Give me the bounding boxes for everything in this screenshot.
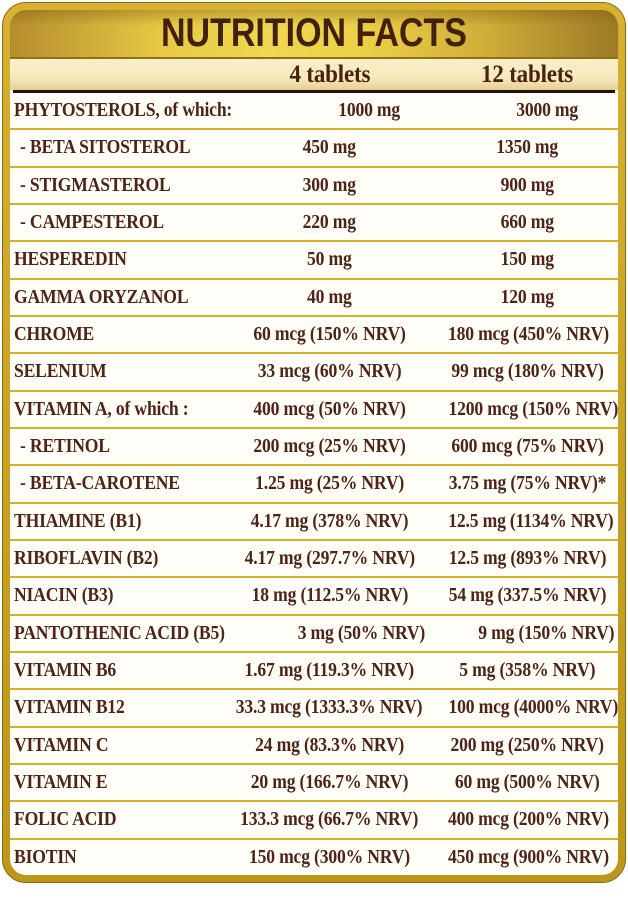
row-value-12tablets: 12.5 mg (1134% NRV) [448, 509, 614, 532]
nutrition-table-inner: NUTRITION FACTS 4 tablets 12 tablets PHY… [10, 10, 618, 875]
row-value-12tablets: 900 mg [500, 173, 555, 196]
table-row: THIAMINE (B1) 4.17 mg (378% NRV) 12.5 mg… [10, 504, 618, 541]
row-value-12tablets: 1350 mg [496, 136, 559, 159]
header-divider [13, 90, 615, 93]
row-label: PHYTOSTEROLS, of which: [14, 99, 233, 122]
row-value-4tablets: 33 mcg (60% NRV) [257, 360, 402, 383]
row-value-4tablets: 18 mg (112.5% NRV) [251, 584, 408, 607]
table-row: SELENIUM 33 mcg (60% NRV) 99 mcg (180% N… [10, 354, 618, 392]
rows: PHYTOSTEROLS, of which: 1000 mg 3000 mg … [10, 93, 618, 875]
row-label: VITAMIN C [14, 733, 109, 756]
row-value-12tablets: 600 mcg (75% NRV) [451, 435, 604, 458]
row-label: PANTOTHENIC ACID (B5) [14, 621, 225, 644]
row-label: - STIGMASTEROL [20, 173, 171, 196]
table-row: BIOTIN 150 mcg (300% NRV) 450 mcg (900% … [10, 840, 618, 875]
col-header-12tablets-label: 12 tablets [481, 60, 574, 88]
row-value-12tablets: 180 mcg (450% NRV) [447, 323, 609, 346]
row-value-12tablets: 200 mg (250% NRV) [450, 733, 605, 756]
row-value-12tablets: 60 mg (500% NRV) [455, 771, 600, 794]
table-row: VITAMIN B6 1.67 mg (119.3% NRV) 5 mg (35… [10, 653, 618, 691]
row-label: RIBOFLAVIN (B2) [14, 547, 159, 570]
row-value-4tablets: 40 mg [307, 285, 352, 308]
table-row: FOLIC ACID 133.3 mcg (66.7% NRV) 400 mcg… [10, 802, 618, 840]
row-label: - RETINOL [20, 435, 110, 458]
row-value-12tablets: 3.75 mg (75% NRV)* [448, 472, 607, 495]
row-value-12tablets: 450 mcg (900% NRV) [447, 845, 609, 868]
row-value-4tablets: 4.17 mg (297.7% NRV) [244, 547, 415, 570]
row-value-4tablets: 33.3 mcg (1333.3% NRV) [236, 696, 423, 719]
row-value-4tablets: 200 mcg (25% NRV) [253, 435, 406, 458]
row-value-4tablets: 60 mcg (150% NRV) [253, 323, 406, 346]
row-value-12tablets: 9 mg (150% NRV) [477, 621, 614, 644]
row-label: THIAMINE (B1) [14, 509, 142, 532]
row-label: FOLIC ACID [14, 808, 117, 831]
table-row: - RETINOL 200 mcg (25% NRV) 600 mcg (75%… [10, 429, 618, 467]
row-label: SELENIUM [14, 360, 107, 383]
row-value-4tablets: 1.67 mg (119.3% NRV) [244, 659, 415, 682]
table-row: - BETA-CAROTENE 1.25 mg (25% NRV) 3.75 m… [10, 466, 618, 504]
table-row: - BETA SITOSTEROL 450 mg 1350 mg [10, 130, 618, 168]
row-value-4tablets: 220 mg [302, 211, 357, 234]
table-row: NIACIN (B3) 18 mg (112.5% NRV) 54 mg (33… [10, 578, 618, 616]
row-value-12tablets: 120 mg [500, 285, 555, 308]
row-value-4tablets: 133.3 mcg (66.7% NRV) [240, 808, 419, 831]
row-value-12tablets: 12.5 mg (893% NRV) [448, 547, 607, 570]
table-row: HESPEREDIN 50 mg 150 mg [10, 242, 618, 280]
col-header-12tablets: 12 tablets [437, 61, 618, 89]
row-value-4tablets: 3 mg (50% NRV) [297, 621, 425, 644]
row-label: CHROME [14, 323, 95, 346]
row-value-4tablets: 400 mcg (50% NRV) [253, 397, 406, 420]
row-value-4tablets: 20 mg (166.7% NRV) [250, 771, 409, 794]
row-label: BIOTIN [14, 845, 77, 868]
row-value-4tablets: 4.17 mg (378% NRV) [250, 509, 409, 532]
table-row: GAMMA ORYZANOL 40 mg 120 mg [10, 280, 618, 317]
table-row: - STIGMASTEROL 300 mg 900 mg [10, 168, 618, 205]
row-label: VITAMIN E [14, 771, 108, 794]
row-value-4tablets: 150 mcg (300% NRV) [249, 845, 410, 868]
row-value-12tablets: 100 mcg (4000% NRV) [448, 696, 618, 719]
nutrition-table: NUTRITION FACTS 4 tablets 12 tablets PHY… [2, 2, 626, 883]
row-value-4tablets: 50 mg [307, 248, 352, 271]
row-label: - BETA SITOSTEROL [20, 136, 191, 159]
row-value-4tablets: 1.25 mg (25% NRV) [255, 472, 404, 495]
row-value-12tablets: 54 mg (337.5% NRV) [448, 584, 607, 607]
row-value-4tablets: 1000 mg [338, 99, 401, 122]
row-value-4tablets: 450 mg [302, 136, 357, 159]
row-label: VITAMIN A, of which : [14, 397, 189, 420]
page-title: NUTRITION FACTS [160, 11, 467, 55]
row-label: NIACIN (B3) [14, 584, 114, 607]
row-label: - BETA-CAROTENE [20, 472, 180, 495]
table-row: VITAMIN B12 33.3 mcg (1333.3% NRV) 100 m… [10, 690, 618, 728]
row-label: GAMMA ORYZANOL [14, 285, 189, 308]
table-row: PANTOTHENIC ACID (B5) 3 mg (50% NRV) 9 m… [10, 616, 618, 653]
row-label: HESPEREDIN [14, 248, 127, 271]
row-value-12tablets: 1200 mcg (150% NRV) [448, 397, 618, 420]
row-label: - CAMPESTEROL [20, 211, 164, 234]
row-value-12tablets: 99 mcg (180% NRV) [451, 360, 604, 383]
col-header-4tablets: 4 tablets [222, 61, 437, 89]
col-header-4tablets-label: 4 tablets [289, 60, 370, 88]
table-row: CHROME 60 mcg (150% NRV) 180 mcg (450% N… [10, 317, 618, 355]
row-value-4tablets: 24 mg (83.3% NRV) [255, 733, 404, 756]
table-row: - CAMPESTEROL 220 mg 660 mg [10, 205, 618, 243]
table-row: VITAMIN C 24 mg (83.3% NRV) 200 mg (250%… [10, 728, 618, 765]
title-band: NUTRITION FACTS [10, 10, 618, 59]
row-value-12tablets: 5 mg (358% NRV) [459, 659, 596, 682]
row-label: VITAMIN B6 [14, 659, 117, 682]
table-row: VITAMIN E 20 mg (166.7% NRV) 60 mg (500%… [10, 765, 618, 803]
table-row: PHYTOSTEROLS, of which: 1000 mg 3000 mg [10, 93, 618, 131]
row-value-12tablets: 150 mg [500, 248, 555, 271]
row-value-4tablets: 300 mg [302, 173, 357, 196]
table-row: VITAMIN A, of which : 400 mcg (50% NRV) … [10, 392, 618, 429]
row-value-12tablets: 660 mg [500, 211, 555, 234]
row-label: VITAMIN B12 [14, 696, 125, 719]
row-value-12tablets: 400 mcg (200% NRV) [447, 808, 609, 831]
row-value-12tablets: 3000 mg [516, 99, 579, 122]
table-row: RIBOFLAVIN (B2) 4.17 mg (297.7% NRV) 12.… [10, 541, 618, 579]
columns-header: 4 tablets 12 tablets [10, 59, 618, 90]
